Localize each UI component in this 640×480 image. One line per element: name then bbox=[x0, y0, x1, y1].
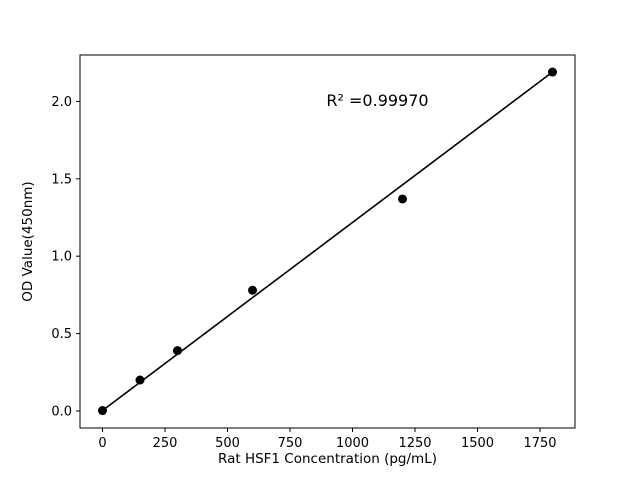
data-point bbox=[548, 67, 557, 77]
data-point bbox=[398, 194, 407, 204]
data-point bbox=[135, 375, 145, 385]
x-axis-label: Rat HSF1 Concentration (pg/mL) bbox=[218, 451, 437, 467]
x-tick-label: 1250 bbox=[398, 436, 431, 451]
data-point bbox=[98, 406, 107, 416]
data-point bbox=[248, 285, 257, 295]
data-point bbox=[173, 346, 182, 356]
y-tick-label: 2.0 bbox=[51, 95, 72, 110]
y-tick-label: 1.0 bbox=[51, 250, 72, 265]
x-tick-label: 500 bbox=[215, 436, 240, 451]
r-squared-annotation: R² =0.99970 bbox=[326, 91, 428, 110]
y-tick-label: 0.5 bbox=[51, 327, 72, 342]
y-tick-label: 1.5 bbox=[51, 172, 72, 187]
plot-border bbox=[79, 54, 576, 429]
x-tick-label: 1000 bbox=[336, 436, 369, 451]
x-tick-label: 250 bbox=[153, 436, 178, 451]
y-axis-label: OD Value(450nm) bbox=[20, 181, 36, 301]
x-tick-label: 0 bbox=[98, 436, 106, 451]
x-tick-label: 1500 bbox=[461, 436, 494, 451]
x-tick-label: 1750 bbox=[523, 436, 556, 451]
y-tick-label: 0.0 bbox=[51, 404, 72, 419]
x-tick-label: 750 bbox=[278, 436, 303, 451]
